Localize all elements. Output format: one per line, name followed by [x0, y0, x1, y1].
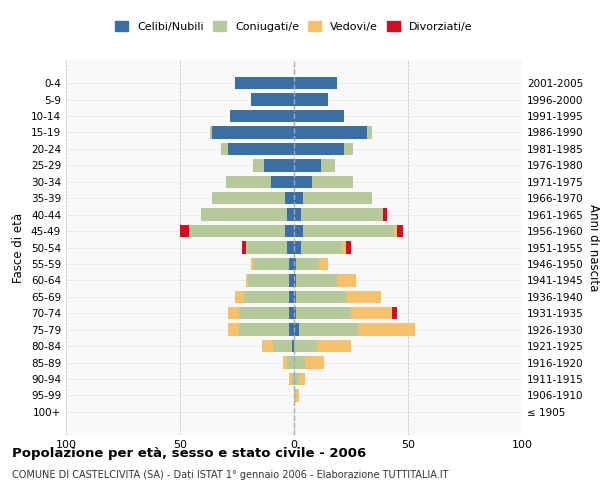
Bar [312, 176, 353, 188]
Bar [253, 159, 265, 172]
Bar [392, 307, 397, 320]
Bar [292, 373, 294, 385]
Bar [285, 225, 294, 237]
Bar [242, 242, 246, 254]
Bar [209, 126, 212, 138]
Bar [351, 307, 392, 320]
Bar [294, 258, 296, 270]
Bar [294, 307, 296, 320]
Bar [212, 192, 285, 204]
Bar [344, 143, 353, 155]
Bar [246, 242, 287, 254]
Bar [287, 208, 294, 221]
Text: COMUNE DI CASTELCIVITA (SA) - Dati ISTAT 1° gennaio 2006 - Elaborazione TUTTITAL: COMUNE DI CASTELCIVITA (SA) - Dati ISTAT… [12, 470, 449, 480]
Bar [226, 176, 271, 188]
Bar [294, 242, 301, 254]
Bar [294, 208, 301, 221]
Bar [200, 208, 287, 221]
Bar [274, 340, 292, 352]
Bar [251, 94, 294, 106]
Bar [303, 225, 394, 237]
Bar [301, 208, 383, 221]
Bar [253, 258, 289, 270]
Bar [265, 159, 294, 172]
Bar [294, 143, 344, 155]
Bar [235, 290, 244, 303]
Bar [248, 274, 289, 286]
Bar [246, 274, 248, 286]
Bar [303, 192, 371, 204]
Bar [317, 340, 351, 352]
Bar [299, 373, 305, 385]
Bar [289, 324, 294, 336]
Bar [294, 94, 328, 106]
Bar [294, 373, 299, 385]
Bar [394, 225, 397, 237]
Bar [289, 274, 294, 286]
Bar [289, 290, 294, 303]
Bar [285, 192, 294, 204]
Bar [294, 192, 303, 204]
Bar [228, 307, 239, 320]
Bar [294, 389, 296, 402]
Bar [289, 373, 292, 385]
Bar [244, 290, 289, 303]
Bar [322, 159, 335, 172]
Bar [289, 258, 294, 270]
Bar [305, 356, 323, 368]
Bar [319, 258, 328, 270]
Bar [294, 274, 296, 286]
Bar [289, 307, 294, 320]
Bar [287, 242, 294, 254]
Bar [294, 77, 337, 90]
Bar [296, 307, 351, 320]
Bar [239, 307, 289, 320]
Bar [271, 176, 294, 188]
Bar [294, 340, 317, 352]
Legend: Celibi/Nubili, Coniugati/e, Vedovi/e, Divorziati/e: Celibi/Nubili, Coniugati/e, Vedovi/e, Di… [111, 17, 477, 36]
Bar [299, 324, 358, 336]
Bar [296, 258, 319, 270]
Bar [287, 356, 294, 368]
Bar [294, 159, 322, 172]
Bar [337, 274, 356, 286]
Bar [292, 340, 294, 352]
Bar [397, 225, 403, 237]
Bar [230, 110, 294, 122]
Bar [221, 143, 228, 155]
Bar [296, 274, 337, 286]
Y-axis label: Anni di nascita: Anni di nascita [587, 204, 600, 291]
Bar [367, 126, 371, 138]
Bar [294, 290, 296, 303]
Bar [180, 225, 189, 237]
Bar [239, 324, 289, 336]
Bar [212, 126, 294, 138]
Y-axis label: Fasce di età: Fasce di età [13, 212, 25, 282]
Text: Popolazione per età, sesso e stato civile - 2006: Popolazione per età, sesso e stato civil… [12, 448, 366, 460]
Bar [251, 258, 253, 270]
Bar [383, 208, 388, 221]
Bar [296, 389, 299, 402]
Bar [294, 356, 305, 368]
Bar [346, 242, 351, 254]
Bar [262, 340, 274, 352]
Bar [296, 290, 346, 303]
Bar [294, 225, 303, 237]
Bar [294, 176, 312, 188]
Bar [228, 324, 239, 336]
Bar [235, 77, 294, 90]
Bar [228, 143, 294, 155]
Bar [301, 242, 342, 254]
Bar [358, 324, 415, 336]
Bar [294, 126, 367, 138]
Bar [294, 324, 299, 336]
Bar [294, 110, 344, 122]
Bar [189, 225, 285, 237]
Bar [283, 356, 287, 368]
Bar [342, 242, 346, 254]
Bar [346, 290, 380, 303]
